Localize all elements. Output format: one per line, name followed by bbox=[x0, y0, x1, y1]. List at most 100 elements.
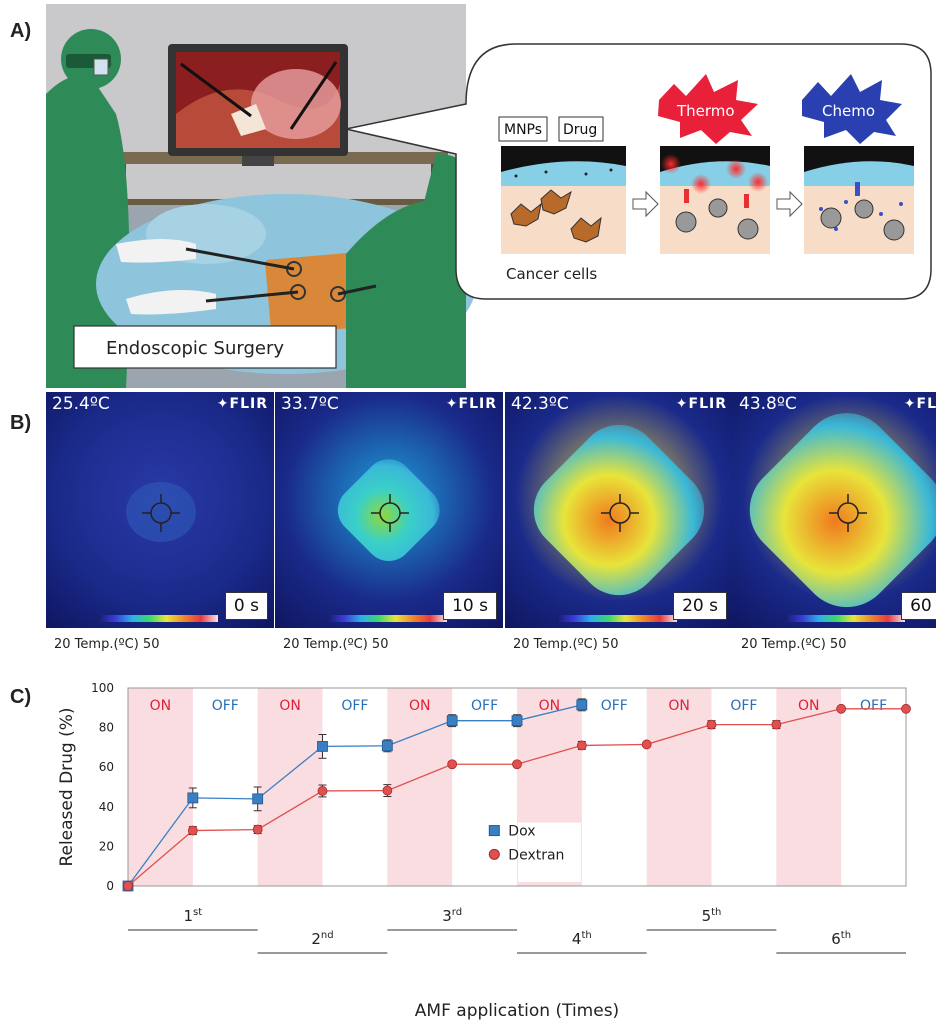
crosshair-icon bbox=[142, 494, 180, 532]
scale-caption: 20 Temp.(ºC) 50 bbox=[283, 637, 389, 652]
callout-bubble bbox=[345, 43, 932, 300]
data-point bbox=[446, 715, 458, 727]
y-tick-label: 80 bbox=[99, 721, 114, 735]
temperature-readout: 25.4ºC bbox=[52, 394, 110, 414]
on-label: ON bbox=[279, 698, 301, 714]
data-point bbox=[252, 793, 264, 805]
on-label: ON bbox=[798, 698, 820, 714]
data-point bbox=[317, 741, 328, 752]
on-band bbox=[128, 688, 193, 886]
on-label: ON bbox=[150, 698, 172, 714]
data-point bbox=[836, 703, 847, 714]
data-point bbox=[447, 759, 458, 770]
on-label: ON bbox=[409, 698, 431, 714]
data-point bbox=[576, 699, 588, 711]
scale-caption: 20 Temp.(ºC) 50 bbox=[741, 637, 847, 652]
data-point bbox=[512, 759, 522, 770]
flir-logo: ✦FLIR bbox=[675, 396, 727, 412]
legend-label: Dextran bbox=[508, 847, 564, 863]
stage-chemo: Chemo bbox=[802, 74, 914, 254]
time-label: 20 s bbox=[673, 592, 727, 620]
y-tick-label: 0 bbox=[106, 879, 114, 893]
surgery-illustration: Endoscopic Surgery MNPs Drug Cancer cell… bbox=[46, 4, 932, 388]
flir-logo: ✦FLIR bbox=[216, 396, 268, 412]
temperature-readout: 33.7ºC bbox=[281, 394, 339, 414]
temperature-readout: 42.3ºC bbox=[511, 394, 569, 414]
legend-marker bbox=[488, 825, 500, 837]
off-label: OFF bbox=[730, 698, 757, 714]
application-label: 2nd bbox=[311, 930, 333, 948]
panel-label-b: B) bbox=[10, 412, 32, 434]
time-label: 60 s bbox=[901, 592, 936, 620]
scale-caption: 20 Temp.(ºC) 50 bbox=[513, 637, 619, 652]
on-band bbox=[776, 688, 842, 886]
temperature-scale-bar bbox=[557, 615, 677, 622]
on-band bbox=[387, 688, 453, 886]
monitor-icon bbox=[168, 44, 348, 166]
plot-frame bbox=[127, 687, 907, 887]
panel-label-c: C) bbox=[10, 686, 32, 708]
data-point bbox=[576, 740, 587, 751]
off-label: OFF bbox=[860, 698, 887, 714]
y-tick-label: 40 bbox=[99, 800, 114, 814]
thermo-burst bbox=[658, 74, 758, 144]
legend-marker bbox=[488, 848, 500, 860]
time-label: 0 s bbox=[224, 592, 268, 620]
legend-area bbox=[518, 822, 581, 883]
on-label: ON bbox=[668, 698, 690, 714]
data-point bbox=[317, 786, 328, 796]
y-tick-label: 60 bbox=[99, 760, 114, 774]
arrow-icon bbox=[776, 190, 803, 218]
surgery-label: Endoscopic Surgery bbox=[106, 338, 284, 359]
application-label: 1st bbox=[183, 907, 202, 925]
x-axis-label: AMF application (Times) bbox=[415, 1001, 619, 1021]
off-label: OFF bbox=[601, 698, 628, 714]
temperature-scale-bar bbox=[785, 615, 905, 622]
arrow-icon bbox=[632, 190, 659, 218]
off-label: OFF bbox=[341, 698, 368, 714]
y-tick-label: 20 bbox=[99, 839, 114, 853]
thermo-label: Thermo bbox=[676, 102, 735, 120]
off-label: OFF bbox=[212, 698, 239, 714]
chemo-burst bbox=[802, 74, 902, 144]
temperature-scale-bar bbox=[98, 615, 218, 622]
on-band bbox=[257, 688, 323, 886]
y-tick-label: 100 bbox=[91, 681, 114, 695]
crosshair-icon bbox=[371, 494, 409, 532]
drug-label: Drug bbox=[563, 122, 597, 138]
release-chart: 0 20 40 60 80 100 Released Drug (%) ON OFF ON OFF O… bbox=[57, 681, 911, 1021]
stage-initial: MNPs Drug Cancer cells bbox=[498, 116, 626, 283]
on-label: ON bbox=[539, 698, 561, 714]
y-axis-label: Released Drug (%) bbox=[57, 707, 77, 866]
data-point bbox=[901, 703, 911, 714]
data-point bbox=[771, 719, 782, 730]
temperature-readout: 43.8ºC bbox=[739, 394, 797, 414]
panel-label-a: A) bbox=[10, 20, 32, 42]
data-point bbox=[511, 715, 523, 727]
data-point bbox=[381, 740, 393, 752]
temperature-scale-bar bbox=[327, 615, 447, 622]
off-label: OFF bbox=[471, 698, 498, 714]
series-line bbox=[127, 704, 582, 887]
time-label: 10 s bbox=[443, 592, 497, 620]
mnps-label: MNPs bbox=[504, 122, 542, 138]
flir-logo: ✦FLIR bbox=[903, 396, 936, 412]
cancer-cells-label: Cancer cells bbox=[506, 265, 597, 283]
crosshair-icon bbox=[829, 494, 867, 532]
application-label: 3rd bbox=[442, 907, 462, 925]
data-point bbox=[123, 881, 133, 891]
data-point bbox=[382, 785, 393, 796]
data-point bbox=[187, 792, 199, 804]
data-point bbox=[187, 825, 198, 836]
crosshair-icon bbox=[601, 494, 639, 532]
on-band bbox=[646, 688, 712, 886]
legend-label: Dox bbox=[508, 824, 535, 840]
flir-logo: ✦FLIR bbox=[445, 396, 497, 412]
chemo-label: Chemo bbox=[822, 102, 875, 120]
scale-caption: 20 Temp.(ºC) 50 bbox=[54, 637, 160, 652]
stage-thermo: Thermo bbox=[658, 74, 770, 254]
application-label: 5th bbox=[702, 907, 722, 925]
data-point bbox=[706, 719, 717, 730]
data-point bbox=[252, 824, 263, 835]
data-point bbox=[641, 739, 652, 750]
